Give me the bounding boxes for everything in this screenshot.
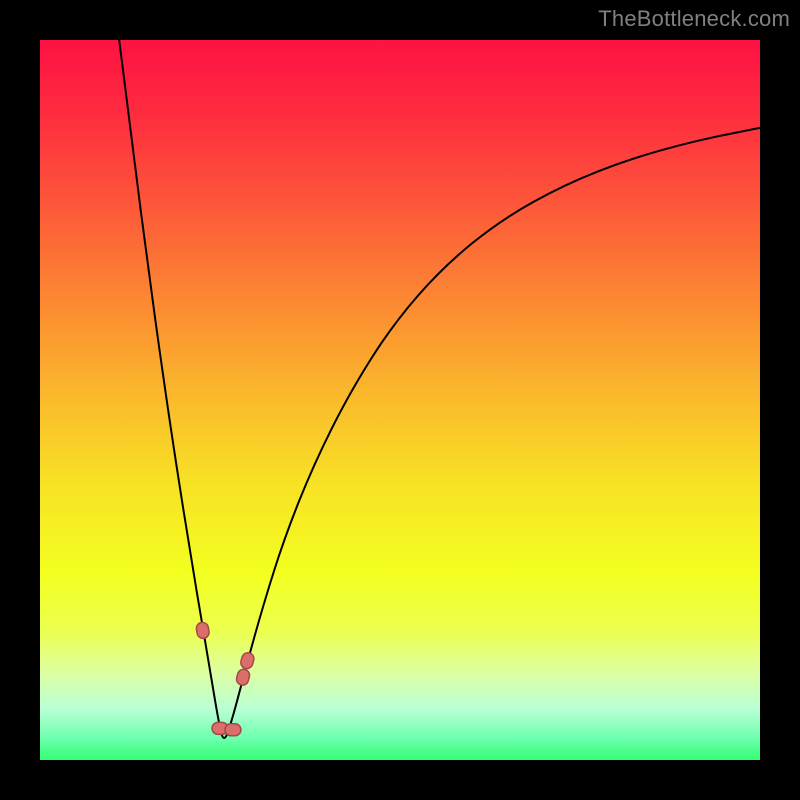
plot-area: [40, 40, 760, 760]
watermark-text: TheBottleneck.com: [598, 6, 790, 32]
data-marker: [225, 724, 241, 736]
chart-root: TheBottleneck.com: [0, 0, 800, 800]
bottleneck-chart-svg: [0, 0, 800, 800]
